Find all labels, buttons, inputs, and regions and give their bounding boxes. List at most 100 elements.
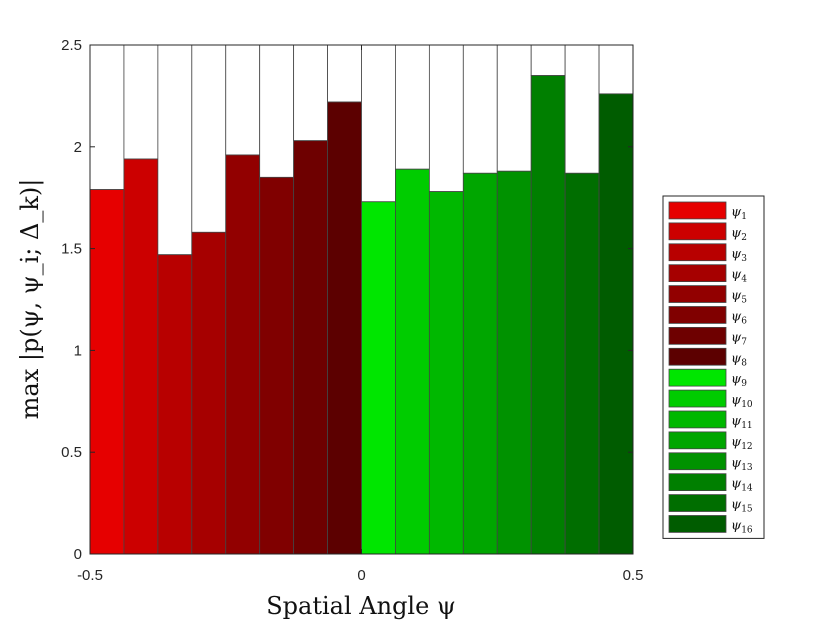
legend-label-8: ψ8 — [731, 351, 747, 368]
legend-label-base: ψ — [731, 477, 742, 492]
legend-label-subscript: 15 — [741, 505, 753, 515]
legend-label-base: ψ — [731, 393, 742, 408]
legend-label-16: ψ16 — [731, 519, 753, 536]
bar-ceiling-12 — [462, 44, 498, 174]
y-tick-label: 2 — [74, 139, 82, 156]
legend-label-4: ψ4 — [731, 268, 747, 285]
bar-ceiling-4 — [191, 44, 227, 233]
legend-swatch-8 — [668, 347, 727, 366]
y-tick-label: 1 — [74, 342, 82, 359]
bar-ceiling-8 — [327, 44, 362, 103]
x-tick-label: -0.5 — [77, 567, 103, 584]
bar-2 — [123, 158, 159, 555]
legend-label-2: ψ2 — [731, 226, 747, 243]
y-axis-label-text: max |p(ψ, ψ_i; Δ_k)| — [16, 179, 45, 420]
legend-label-6: ψ6 — [731, 310, 747, 327]
legend-label-base: ψ — [731, 268, 742, 283]
legend-swatch-13 — [668, 452, 727, 471]
bar-ceiling-7 — [293, 44, 328, 142]
legend-label-base: ψ — [731, 226, 742, 241]
bar-7 — [293, 140, 328, 555]
legend-label-subscript: 5 — [741, 296, 747, 306]
legend-label-subscript: 3 — [741, 254, 747, 264]
legend-swatch-6 — [668, 306, 727, 324]
legend-label-subscript: 12 — [741, 442, 752, 452]
y-tick-label: 0 — [74, 546, 82, 563]
legend-label-12: ψ12 — [731, 435, 753, 452]
legend-label-subscript: 2 — [741, 233, 747, 243]
legend-label-5: ψ5 — [731, 289, 747, 306]
legend-swatch-14 — [668, 473, 727, 492]
legend-label-15: ψ15 — [731, 498, 753, 515]
legend-swatch-3 — [668, 243, 727, 262]
legend-label-10: ψ10 — [731, 393, 753, 410]
legend-swatch-4 — [668, 264, 727, 283]
bar-ceiling-5 — [225, 44, 261, 156]
x-axis-label: Spatial Angle ψ — [266, 592, 456, 620]
bar-13 — [496, 170, 532, 555]
bar-ceiling-14 — [530, 44, 566, 76]
legend-swatch-11 — [668, 410, 727, 429]
bar-ceiling-16 — [598, 44, 634, 95]
legend-swatch-12 — [668, 431, 727, 450]
legend-label-9: ψ9 — [731, 372, 747, 389]
x-tick-label: 0.5 — [623, 567, 644, 584]
legend-label-1: ψ1 — [731, 205, 747, 222]
bars-group — [89, 44, 634, 555]
legend-label-base: ψ — [731, 247, 742, 262]
bar-ceiling-10 — [395, 44, 430, 170]
legend-swatch-5 — [668, 285, 727, 303]
y-tick-label: 0.5 — [61, 444, 82, 461]
bar-ceiling-13 — [496, 44, 532, 172]
bar-4 — [191, 231, 227, 555]
legend-label-subscript: 13 — [741, 463, 753, 473]
bar-15 — [564, 172, 600, 555]
legend-swatch-10 — [668, 389, 727, 408]
bar-6 — [259, 176, 295, 555]
legend-label-subscript: 4 — [741, 275, 747, 285]
legend-label-13: ψ13 — [731, 456, 753, 473]
legend-label-base: ψ — [731, 289, 742, 304]
legend-label-14: ψ14 — [731, 477, 753, 494]
legend-swatch-15 — [668, 494, 727, 512]
bar-ceiling-9 — [361, 44, 396, 203]
legend-label-subscript: 16 — [741, 526, 753, 536]
legend-label-base: ψ — [731, 498, 742, 513]
legend-label-subscript: 7 — [741, 337, 747, 347]
bar-12 — [462, 172, 498, 555]
y-tick-label: 1.5 — [61, 241, 82, 258]
legend-label-base: ψ — [731, 372, 742, 387]
bar-1 — [89, 189, 125, 555]
bar-11 — [428, 191, 464, 555]
legend-label-base: ψ — [731, 435, 742, 450]
legend-label-subscript: 6 — [741, 317, 747, 327]
x-tick-label: 0 — [357, 567, 365, 584]
legend-swatch-7 — [668, 326, 727, 345]
legend-label-subscript: 8 — [741, 358, 747, 368]
legend-label-base: ψ — [731, 205, 742, 220]
legend-swatch-9 — [668, 368, 727, 387]
legend-label-subscript: 9 — [741, 379, 747, 389]
legend-label-base: ψ — [731, 414, 742, 429]
ticks-group: -0.5 0 0.5 0 0.5 1 1.5 2 2.5 — [61, 37, 643, 584]
bar-ceiling-2 — [123, 44, 159, 160]
legend-label-subscript: 1 — [741, 212, 747, 222]
bar-8 — [327, 101, 362, 555]
legend-label-3: ψ3 — [731, 247, 747, 264]
legend-swatch-16 — [668, 515, 727, 533]
legend-swatch-1 — [668, 201, 727, 220]
legend-label-11: ψ11 — [731, 414, 753, 431]
legend-label-base: ψ — [731, 519, 742, 534]
bar-14 — [530, 75, 566, 555]
bar-ceiling-1 — [89, 44, 125, 190]
bar-16 — [598, 93, 634, 555]
legend-label-7: ψ7 — [731, 330, 747, 347]
bar-5 — [225, 154, 261, 555]
y-axis-label: max |p(ψ, ψ_i; Δ_k)| — [16, 179, 45, 420]
bar-ceiling-3 — [157, 44, 193, 256]
legend-label-base: ψ — [731, 456, 742, 471]
y-tick-label: 2.5 — [61, 37, 82, 54]
bar-ceiling-11 — [428, 44, 464, 192]
legend-label-subscript: 11 — [741, 421, 752, 431]
